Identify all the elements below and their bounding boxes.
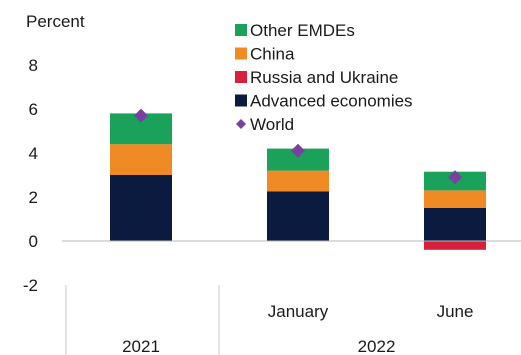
world-marker	[134, 108, 148, 123]
bar-segment-china	[267, 170, 329, 192]
legend-swatch-china	[235, 47, 247, 60]
legend: Other EMDEs China Russia and Ukraine Advanc…	[235, 21, 413, 134]
bar-segment-advanced-economies	[424, 208, 486, 241]
legend-swatch-russia-and-ukraine	[235, 71, 247, 83]
bar-segment-china	[110, 144, 172, 175]
x-group-label: 2021	[122, 337, 160, 355]
x-axis: January June 2021 2022	[65, 285, 474, 355]
x-tick-label: January	[268, 302, 329, 321]
world-marker	[291, 143, 305, 158]
legend-label-china: China	[250, 45, 295, 64]
y-tick-label: 2	[29, 188, 38, 207]
legend-label-russia-and-ukraine: Russia and Ukraine	[250, 68, 398, 87]
x-tick-label: June	[437, 302, 474, 321]
y-tick-label: 8	[29, 56, 38, 75]
y-axis-label: Percent	[26, 12, 85, 31]
legend-swatch-other-emdes	[235, 24, 247, 36]
y-tick-label: 6	[29, 100, 38, 119]
y-tick-label: -2	[23, 276, 38, 295]
world-marker	[448, 170, 462, 185]
bar-segment-russia-and-ukraine	[424, 241, 486, 250]
legend-marker-world	[236, 119, 246, 129]
bars	[110, 113, 486, 250]
world-markers	[134, 108, 462, 185]
y-tick-label: 0	[29, 232, 38, 251]
bar-segment-china	[424, 190, 486, 208]
legend-label-other-emdes: Other EMDEs	[250, 21, 355, 40]
x-group-label: 2022	[358, 337, 396, 355]
bar-segment-other-emdes	[267, 148, 329, 171]
legend-label-advanced-economies: Advanced economies	[250, 92, 413, 111]
bar-segment-advanced-economies	[110, 175, 172, 241]
legend-swatch-advanced-economies	[235, 94, 247, 107]
bar-segment-advanced-economies	[267, 191, 329, 241]
y-axis-ticks: -2 0 2 4 6 8	[23, 56, 38, 295]
legend-label-world: World	[250, 115, 294, 134]
y-tick-label: 4	[29, 144, 38, 163]
